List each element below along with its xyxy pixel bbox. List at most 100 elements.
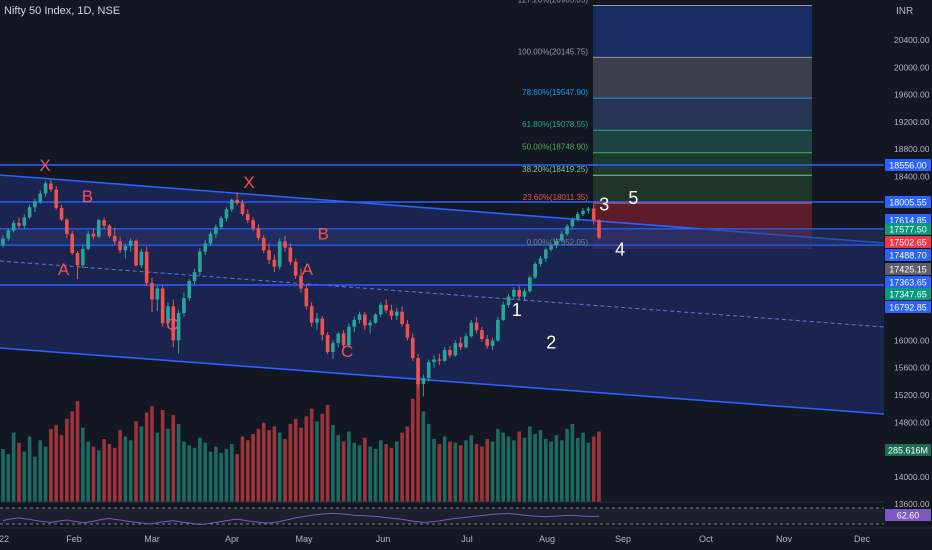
candle-body[interactable] xyxy=(208,233,213,244)
candle-body[interactable] xyxy=(171,306,176,341)
candle-body[interactable] xyxy=(203,243,208,252)
candle-body[interactable] xyxy=(176,313,181,341)
candle-body[interactable] xyxy=(437,359,442,361)
candle-body[interactable] xyxy=(155,288,160,300)
candle-body[interactable] xyxy=(128,240,133,247)
candle-body[interactable] xyxy=(288,247,293,262)
candle-body[interactable] xyxy=(575,214,580,220)
candle-body[interactable] xyxy=(325,334,330,352)
candle-body[interactable] xyxy=(363,314,367,326)
candle-body[interactable] xyxy=(107,225,112,236)
candle-body[interactable] xyxy=(54,189,59,208)
candle-body[interactable] xyxy=(384,304,388,311)
candle-body[interactable] xyxy=(341,333,346,346)
candle-body[interactable] xyxy=(245,214,250,221)
candle-body[interactable] xyxy=(442,349,447,361)
candle-body[interactable] xyxy=(522,291,527,297)
candle-body[interactable] xyxy=(336,333,341,344)
candle-body[interactable] xyxy=(528,277,532,292)
candle-body[interactable] xyxy=(219,218,223,228)
candle-body[interactable] xyxy=(198,251,202,273)
candle-body[interactable] xyxy=(485,339,490,346)
candle-body[interactable] xyxy=(368,322,372,326)
candle-body[interactable] xyxy=(81,248,85,266)
candle-body[interactable] xyxy=(123,246,128,251)
candle-body[interactable] xyxy=(293,261,298,276)
candle-body[interactable] xyxy=(490,340,495,346)
candle-body[interactable] xyxy=(240,203,245,215)
candle-body[interactable] xyxy=(49,183,53,190)
candle-body[interactable] xyxy=(501,304,506,320)
candle-body[interactable] xyxy=(6,230,11,239)
candle-body[interactable] xyxy=(543,249,548,259)
candle-body[interactable] xyxy=(554,240,559,246)
candle-body[interactable] xyxy=(86,233,90,249)
candle-body[interactable] xyxy=(96,220,101,237)
candle-body[interactable] xyxy=(357,314,362,320)
candle-body[interactable] xyxy=(597,220,601,238)
candle-body[interactable] xyxy=(586,208,591,211)
candle-body[interactable] xyxy=(394,311,399,316)
candle-body[interactable] xyxy=(112,235,117,242)
candle-body[interactable] xyxy=(182,298,186,314)
candle-body[interactable] xyxy=(144,251,149,284)
candle-body[interactable] xyxy=(464,336,468,348)
candle-body[interactable] xyxy=(256,228,261,238)
candle-body[interactable] xyxy=(187,280,192,299)
candle-body[interactable] xyxy=(331,343,335,352)
channel-lower-line[interactable] xyxy=(0,347,885,415)
candle-body[interactable] xyxy=(91,233,96,237)
candle-body[interactable] xyxy=(400,311,404,324)
candle-body[interactable] xyxy=(59,207,64,220)
candle-body[interactable] xyxy=(458,343,463,348)
candle-body[interactable] xyxy=(559,233,564,241)
candle-body[interactable] xyxy=(373,314,378,323)
candle-body[interactable] xyxy=(496,319,500,341)
candle-body[interactable] xyxy=(517,289,521,297)
candle-body[interactable] xyxy=(22,217,27,226)
candle-body[interactable] xyxy=(134,240,138,266)
candle-body[interactable] xyxy=(160,288,165,324)
candle-body[interactable] xyxy=(352,319,357,327)
candle-body[interactable] xyxy=(506,296,511,305)
candle-body[interactable] xyxy=(320,318,325,335)
candle-body[interactable] xyxy=(410,337,415,359)
candle-body[interactable] xyxy=(533,263,537,278)
candle-body[interactable] xyxy=(453,343,458,356)
candle-body[interactable] xyxy=(27,207,32,218)
candle-body[interactable] xyxy=(389,310,394,316)
candle-body[interactable] xyxy=(480,330,484,340)
candle-body[interactable] xyxy=(549,245,553,250)
candle-body[interactable] xyxy=(150,283,154,300)
candle-body[interactable] xyxy=(581,210,585,215)
candle-body[interactable] xyxy=(65,219,69,234)
candle-body[interactable] xyxy=(192,272,197,281)
candle-body[interactable] xyxy=(102,220,106,226)
candle-body[interactable] xyxy=(261,237,266,251)
candle-body[interactable] xyxy=(214,227,218,234)
candle-body[interactable] xyxy=(118,241,122,251)
channel-upper-line[interactable] xyxy=(0,174,885,244)
candle-body[interactable] xyxy=(309,306,314,323)
candle-body[interactable] xyxy=(512,289,516,297)
candle-body[interactable] xyxy=(304,288,309,307)
candle-body[interactable] xyxy=(421,377,426,385)
candle-body[interactable] xyxy=(230,199,234,210)
candle-body[interactable] xyxy=(565,226,569,234)
candle-body[interactable] xyxy=(432,359,436,363)
candle-body[interactable] xyxy=(469,322,474,337)
candle-body[interactable] xyxy=(283,241,287,248)
candle-body[interactable] xyxy=(591,208,596,221)
candle-body[interactable] xyxy=(405,324,410,338)
candle-body[interactable] xyxy=(235,199,239,204)
candle-body[interactable] xyxy=(38,193,43,202)
candle-body[interactable] xyxy=(277,241,282,267)
candle-body[interactable] xyxy=(166,306,170,324)
candle-body[interactable] xyxy=(570,219,575,227)
candle-body[interactable] xyxy=(267,250,271,260)
candle-body[interactable] xyxy=(224,209,229,219)
candle-body[interactable] xyxy=(251,220,255,229)
candle-body[interactable] xyxy=(272,259,277,267)
candle-body[interactable] xyxy=(315,318,319,323)
